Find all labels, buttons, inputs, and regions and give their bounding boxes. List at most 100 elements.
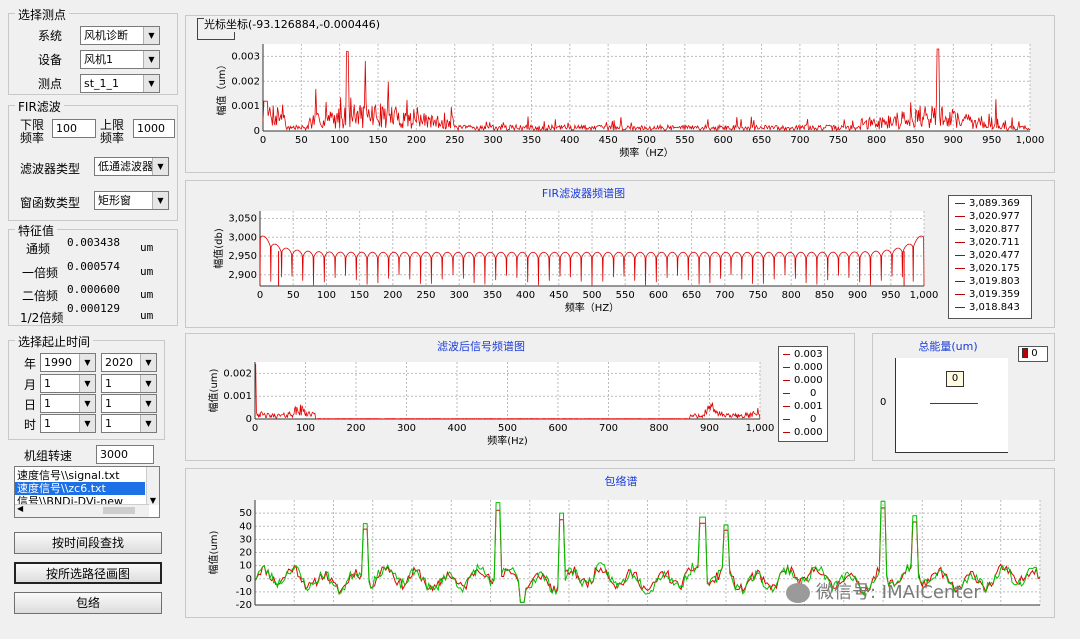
filter-type-select[interactable]: 低通滤波器 ▼ <box>94 157 169 176</box>
x-tick-label: 750 <box>829 135 848 146</box>
x-tick-label: 300 <box>484 135 503 146</box>
legend-item: 3,089.369 <box>955 198 1020 209</box>
chevron-down-icon[interactable]: ▼ <box>143 75 159 92</box>
envelope-button[interactable]: 包络 <box>14 592 162 614</box>
x-tick-label: 100 <box>330 135 349 146</box>
upper-freq-input[interactable]: 1000 <box>133 119 175 138</box>
device-select[interactable]: 风机1 ▼ <box>80 50 160 69</box>
chevron-down-icon[interactable]: ▼ <box>140 375 156 392</box>
day-from-select[interactable]: 1 ▼ <box>40 394 96 413</box>
y-tick-label: 0 <box>246 414 252 425</box>
month-to-value: 1 <box>105 377 112 390</box>
legend-item: 0 <box>783 414 816 425</box>
measure-point-title: 选择测点 <box>15 6 70 23</box>
x-tick-label: 600 <box>548 423 567 434</box>
filtered-chart-title: 滤波后信号频谱图 <box>437 340 525 353</box>
x-tick-label: 600 <box>649 290 668 301</box>
chevron-down-icon[interactable]: ▼ <box>79 415 95 432</box>
lower-freq-input[interactable]: 100 <box>52 119 96 138</box>
x-tick-label: 250 <box>445 135 464 146</box>
list-item[interactable]: 速度信号\\signal.txt <box>17 469 120 482</box>
legend-label: 3,020.477 <box>969 250 1020 261</box>
scroll-left-icon[interactable]: ◀ <box>17 504 24 513</box>
scroll-down-icon[interactable]: ▼ <box>149 496 157 505</box>
y-axis-label: 幅值（um） <box>215 59 228 115</box>
window-type-select[interactable]: 矩形窗 ▼ <box>94 191 169 210</box>
chevron-down-icon[interactable]: ▼ <box>152 192 168 209</box>
chevron-down-icon[interactable]: ▼ <box>143 27 159 44</box>
x-tick-label: 900 <box>944 135 963 146</box>
legend-item: 3,019.803 <box>955 276 1020 287</box>
energy-bar <box>930 403 978 404</box>
legend-label: 3,020.175 <box>969 263 1020 274</box>
year-to-select[interactable]: 2020 ▼ <box>101 353 157 372</box>
raw-series-line <box>262 48 1031 132</box>
time-group: 选择起止时间 <box>8 333 165 440</box>
legend-label: 0.000 <box>794 427 823 438</box>
legend-item: 0.000 <box>783 427 823 438</box>
energy-legend: 0 <box>1018 346 1048 362</box>
x-tick-label: 100 <box>296 423 315 434</box>
y-tick-label: 50 <box>239 508 252 519</box>
energy-chart-title: 总能量(um) <box>918 340 978 353</box>
watermark: 微信号: IMAICenter <box>786 578 981 604</box>
x-tick-label: 700 <box>599 423 618 434</box>
y-tick-label: 40 <box>239 521 252 532</box>
legend-item: 0.003 <box>783 349 823 360</box>
chevron-down-icon[interactable]: ▼ <box>79 395 95 412</box>
month-from-select[interactable]: 1 ▼ <box>40 374 96 393</box>
chevron-down-icon[interactable]: ▼ <box>140 395 156 412</box>
system-select[interactable]: 风机诊断 ▼ <box>80 26 160 45</box>
list-scrollbar[interactable]: ▼ <box>146 467 159 505</box>
chevron-down-icon[interactable]: ▼ <box>140 415 156 432</box>
lower-freq-label-1: 下限 <box>20 118 45 132</box>
legend-label: 0 <box>810 388 817 399</box>
x-tick-label: 200 <box>383 290 402 301</box>
x-tick-label: 300 <box>450 290 469 301</box>
scroll-thumb[interactable] <box>103 507 135 514</box>
filter-type-value: 低通滤波器 <box>98 160 153 173</box>
feature-value: 0.000600 <box>67 283 120 296</box>
x-tick-label: 1,000 <box>1016 135 1045 146</box>
legend-item: 0.000 <box>783 362 823 373</box>
chevron-down-icon[interactable]: ▼ <box>143 51 159 68</box>
list-item[interactable]: 速度信号\\zc6.txt <box>15 482 145 495</box>
y-axis-label: 幅值(db) <box>212 228 225 269</box>
legend-item: 3,020.711 <box>955 237 1020 248</box>
x-tick-label: 900 <box>700 423 719 434</box>
y-tick-label: -20 <box>236 600 252 611</box>
x-tick-label: 700 <box>790 135 809 146</box>
file-list[interactable]: 速度信号\\signal.txt 速度信号\\zc6.txt 信号\\BNDi-… <box>14 466 160 518</box>
time-title: 选择起止时间 <box>15 333 94 350</box>
year-from-select[interactable]: 1990 ▼ <box>40 353 96 372</box>
list-hscrollbar[interactable]: ◀ <box>15 504 149 517</box>
search-by-time-button[interactable]: 按时间段查找 <box>14 532 162 554</box>
hour-to-select[interactable]: 1 ▼ <box>101 414 157 433</box>
y-tick-label: 10 <box>239 561 252 572</box>
legend-label: 3,020.711 <box>969 237 1020 248</box>
y-tick-label: 2,950 <box>228 251 257 262</box>
legend-item: 0 <box>783 388 816 399</box>
x-tick-label: 0 <box>260 135 266 146</box>
chevron-down-icon[interactable]: ▼ <box>152 158 168 175</box>
x-tick-label: 800 <box>867 135 886 146</box>
rpm-input[interactable]: 3000 <box>96 445 154 464</box>
hour-from-select[interactable]: 1 ▼ <box>40 414 96 433</box>
hour-from-value: 1 <box>44 417 51 430</box>
legend-item: 3,020.877 <box>955 224 1020 235</box>
chevron-down-icon[interactable]: ▼ <box>79 375 95 392</box>
plot-by-path-button[interactable]: 按所选路径画图 <box>14 562 162 584</box>
x-tick-label: 600 <box>714 135 733 146</box>
hour-to-value: 1 <box>105 417 112 430</box>
day-to-select[interactable]: 1 ▼ <box>101 394 157 413</box>
month-to-select[interactable]: 1 ▼ <box>101 374 157 393</box>
feature-unit: um <box>140 288 154 301</box>
chevron-down-icon[interactable]: ▼ <box>140 354 156 371</box>
chevron-down-icon[interactable]: ▼ <box>79 354 95 371</box>
x-tick-label: 300 <box>397 423 416 434</box>
x-tick-label: 400 <box>447 423 466 434</box>
x-tick-label: 150 <box>350 290 369 301</box>
point-select[interactable]: st_1_1 ▼ <box>80 74 160 93</box>
